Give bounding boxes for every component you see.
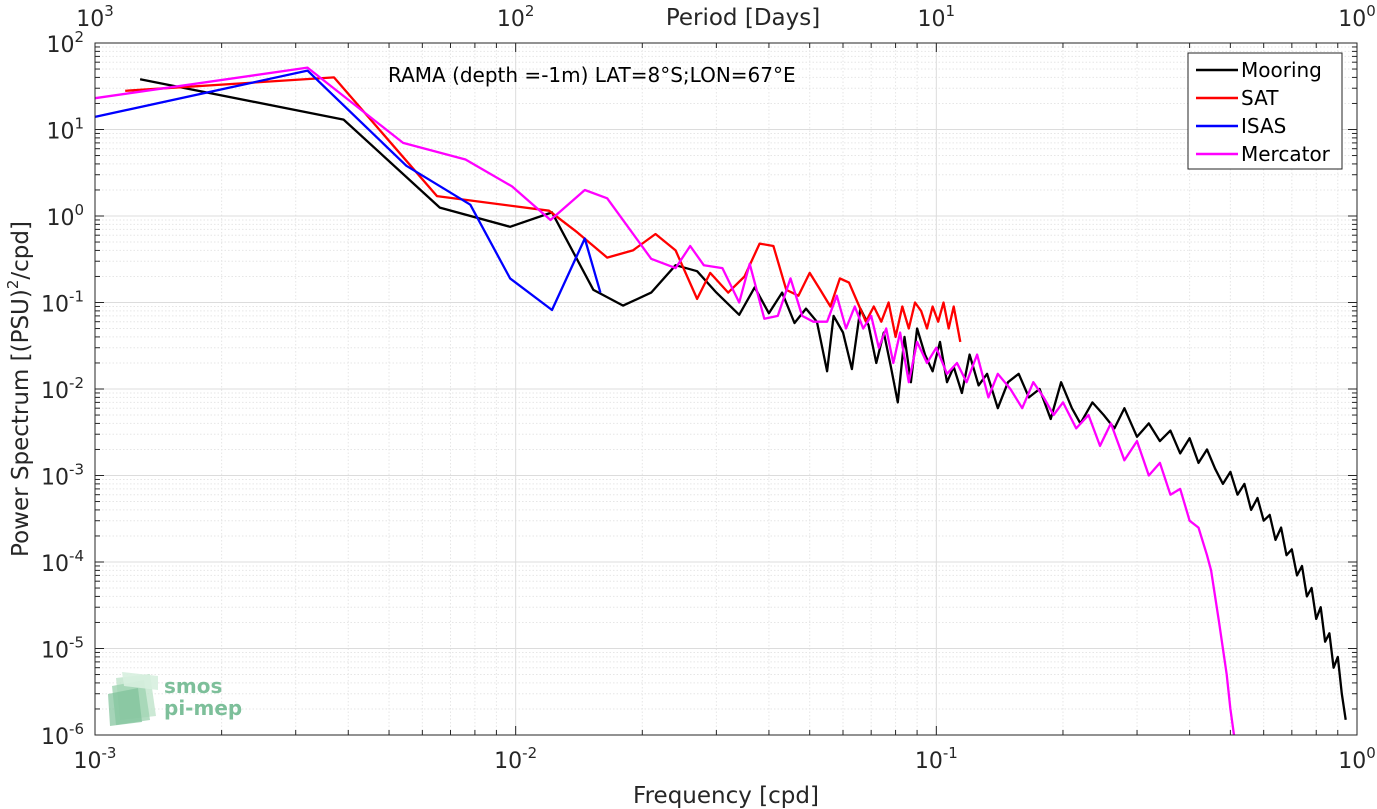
logo-line1: smos [164, 674, 222, 698]
y-tick-label: 102 [46, 28, 84, 58]
y-axis-label-main: Power Spectrum [(PSU) [8, 289, 34, 557]
x-axis-label: Frequency [cpd] [633, 783, 819, 809]
y-tick-label: 100 [46, 201, 84, 231]
x-tick-label: 100 [1338, 744, 1376, 774]
x-tick-label: 10-1 [915, 744, 958, 774]
top-tick-label: 101 [918, 2, 956, 32]
y-tick-label: 101 [46, 115, 84, 145]
y-tick-label: 10-2 [41, 374, 84, 404]
top-tick-label: 100 [1338, 2, 1376, 32]
series-line-isas [94, 69, 602, 312]
x-tick-label: 10-2 [494, 744, 537, 774]
y-axis-label: Power Spectrum [(PSU)2/cpd] [4, 221, 34, 557]
chart-title: RAMA (depth =-1m) LAT=8°S;LON=67°E [388, 63, 796, 87]
y-tick-label: 10-5 [41, 634, 84, 664]
legend-label-mooring: Mooring [1241, 58, 1322, 82]
y-axis-label-tail: /cpd] [8, 221, 34, 280]
series-layer [94, 66, 1347, 736]
y-axis-label-sup: 2 [4, 280, 22, 290]
legend-box [1187, 52, 1343, 170]
top-axis-label: Period [Days] [666, 5, 820, 31]
legend-label-sat: SAT [1241, 86, 1279, 110]
y-tick-label: 10-3 [41, 461, 84, 491]
logo-line2: pi-mep [164, 696, 242, 720]
logo-emblem [108, 672, 158, 726]
x-tick-label: 10-3 [74, 744, 117, 774]
y-tick-label: 10-6 [41, 720, 84, 750]
y-tick-label: 10-4 [41, 547, 84, 577]
legend-label-mercator: Mercator [1241, 142, 1331, 166]
legend-label-isas: ISAS [1241, 114, 1286, 138]
series-line-mercator [94, 66, 1236, 736]
minor-grid [95, 43, 1357, 735]
legend: Mooring SAT ISAS Mercator [1187, 52, 1343, 170]
y-tick-label: 10-1 [41, 288, 84, 318]
tick-marks [94, 42, 1358, 736]
top-tick-label: 102 [497, 2, 535, 32]
smos-pimep-logo: smos pi-mep [108, 672, 242, 726]
top-tick-label: 103 [76, 2, 114, 32]
